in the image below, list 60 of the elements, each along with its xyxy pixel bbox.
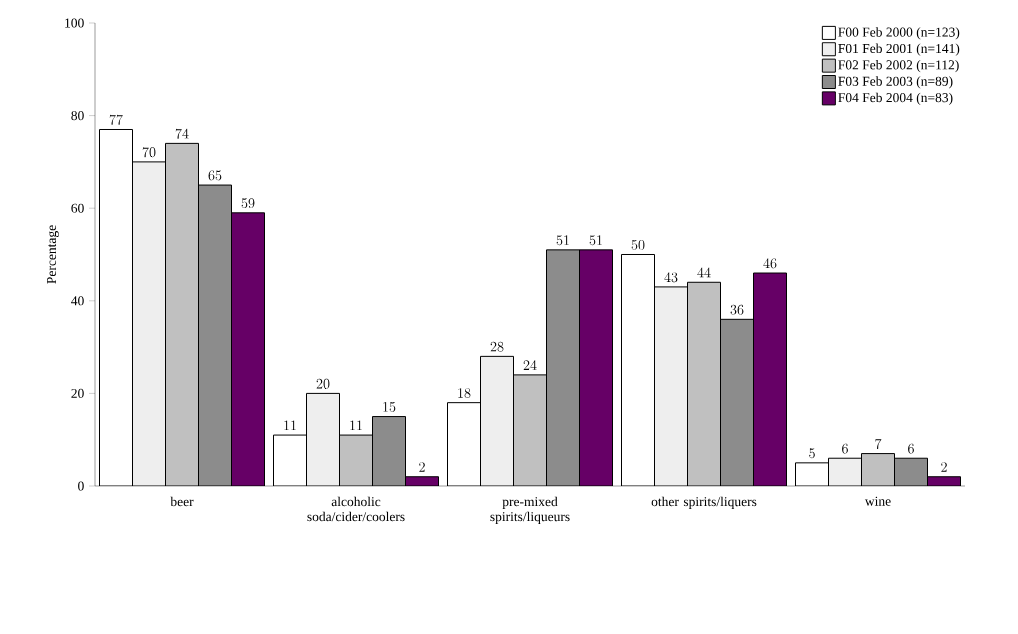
bar	[132, 161, 166, 486]
data-label: 70	[142, 147, 156, 158]
data-label: 2	[419, 462, 425, 472]
legend-label: F01 Feb 2001 (n=141)	[838, 43, 960, 56]
data-label: 77	[109, 114, 123, 125]
bar	[654, 286, 689, 486]
y-tick-label: 40	[71, 296, 84, 306]
x-tick-label: pre-mixed spirits/liqueurs	[490, 496, 570, 524]
bar	[894, 457, 929, 486]
y-axis-title: Percentage	[47, 225, 59, 284]
legend-label: F02 Feb 2002 (n=112)	[838, 59, 959, 73]
bar	[546, 249, 581, 486]
bar	[231, 212, 265, 486]
bar	[579, 249, 614, 486]
data-label: 15	[383, 402, 396, 412]
data-label: 24	[523, 360, 537, 370]
data-label: 65	[208, 170, 222, 181]
y-tick-label: 0	[78, 481, 84, 491]
bar	[165, 142, 199, 486]
data-label: 6	[908, 443, 914, 454]
bar	[687, 281, 722, 486]
y-tick-label: 80	[71, 111, 84, 121]
legend-label: F03 Feb 2003 (n=89)	[838, 76, 953, 89]
data-label: 46	[763, 258, 777, 269]
data-label: 18	[458, 388, 471, 398]
bar	[480, 355, 514, 486]
bar	[828, 457, 863, 486]
legend-label: F04 Feb 2004 (n=83)	[838, 92, 953, 105]
data-label: 43	[664, 272, 678, 283]
y-tick-label: 60	[71, 203, 84, 213]
bar	[513, 374, 547, 486]
x-tick-label: wine	[864, 496, 891, 506]
data-label: 44	[697, 267, 711, 278]
data-label: 11	[350, 420, 362, 431]
bar	[339, 434, 373, 486]
data-label: 50	[631, 239, 645, 250]
data-label: 5	[809, 448, 815, 459]
legend-label: F00 Feb 2000 (n=123)	[838, 27, 960, 40]
x-tick-label: beer	[170, 496, 194, 507]
bar	[861, 453, 896, 486]
data-label: 59	[241, 198, 255, 209]
bar	[306, 392, 340, 486]
data-label: 11	[284, 420, 296, 431]
bar	[372, 416, 406, 486]
data-label: 20	[316, 378, 330, 389]
y-tick-label: 20	[71, 388, 84, 398]
data-label: 51	[556, 235, 569, 246]
data-label: 2	[941, 462, 947, 472]
data-label: 51	[589, 235, 602, 246]
data-label: 36	[730, 304, 744, 315]
data-label: 74	[175, 128, 189, 139]
y-tick-label: 100	[65, 18, 84, 28]
data-label: 6	[842, 443, 848, 454]
data-label: 28	[490, 341, 504, 352]
bar	[198, 184, 232, 486]
x-tick-label: alcoholic soda/cider/coolers	[307, 496, 405, 522]
x-tick-label: other spirits/liquers	[651, 496, 757, 509]
bar	[720, 318, 755, 486]
data-label: 7	[875, 438, 882, 449]
bar	[753, 272, 788, 486]
